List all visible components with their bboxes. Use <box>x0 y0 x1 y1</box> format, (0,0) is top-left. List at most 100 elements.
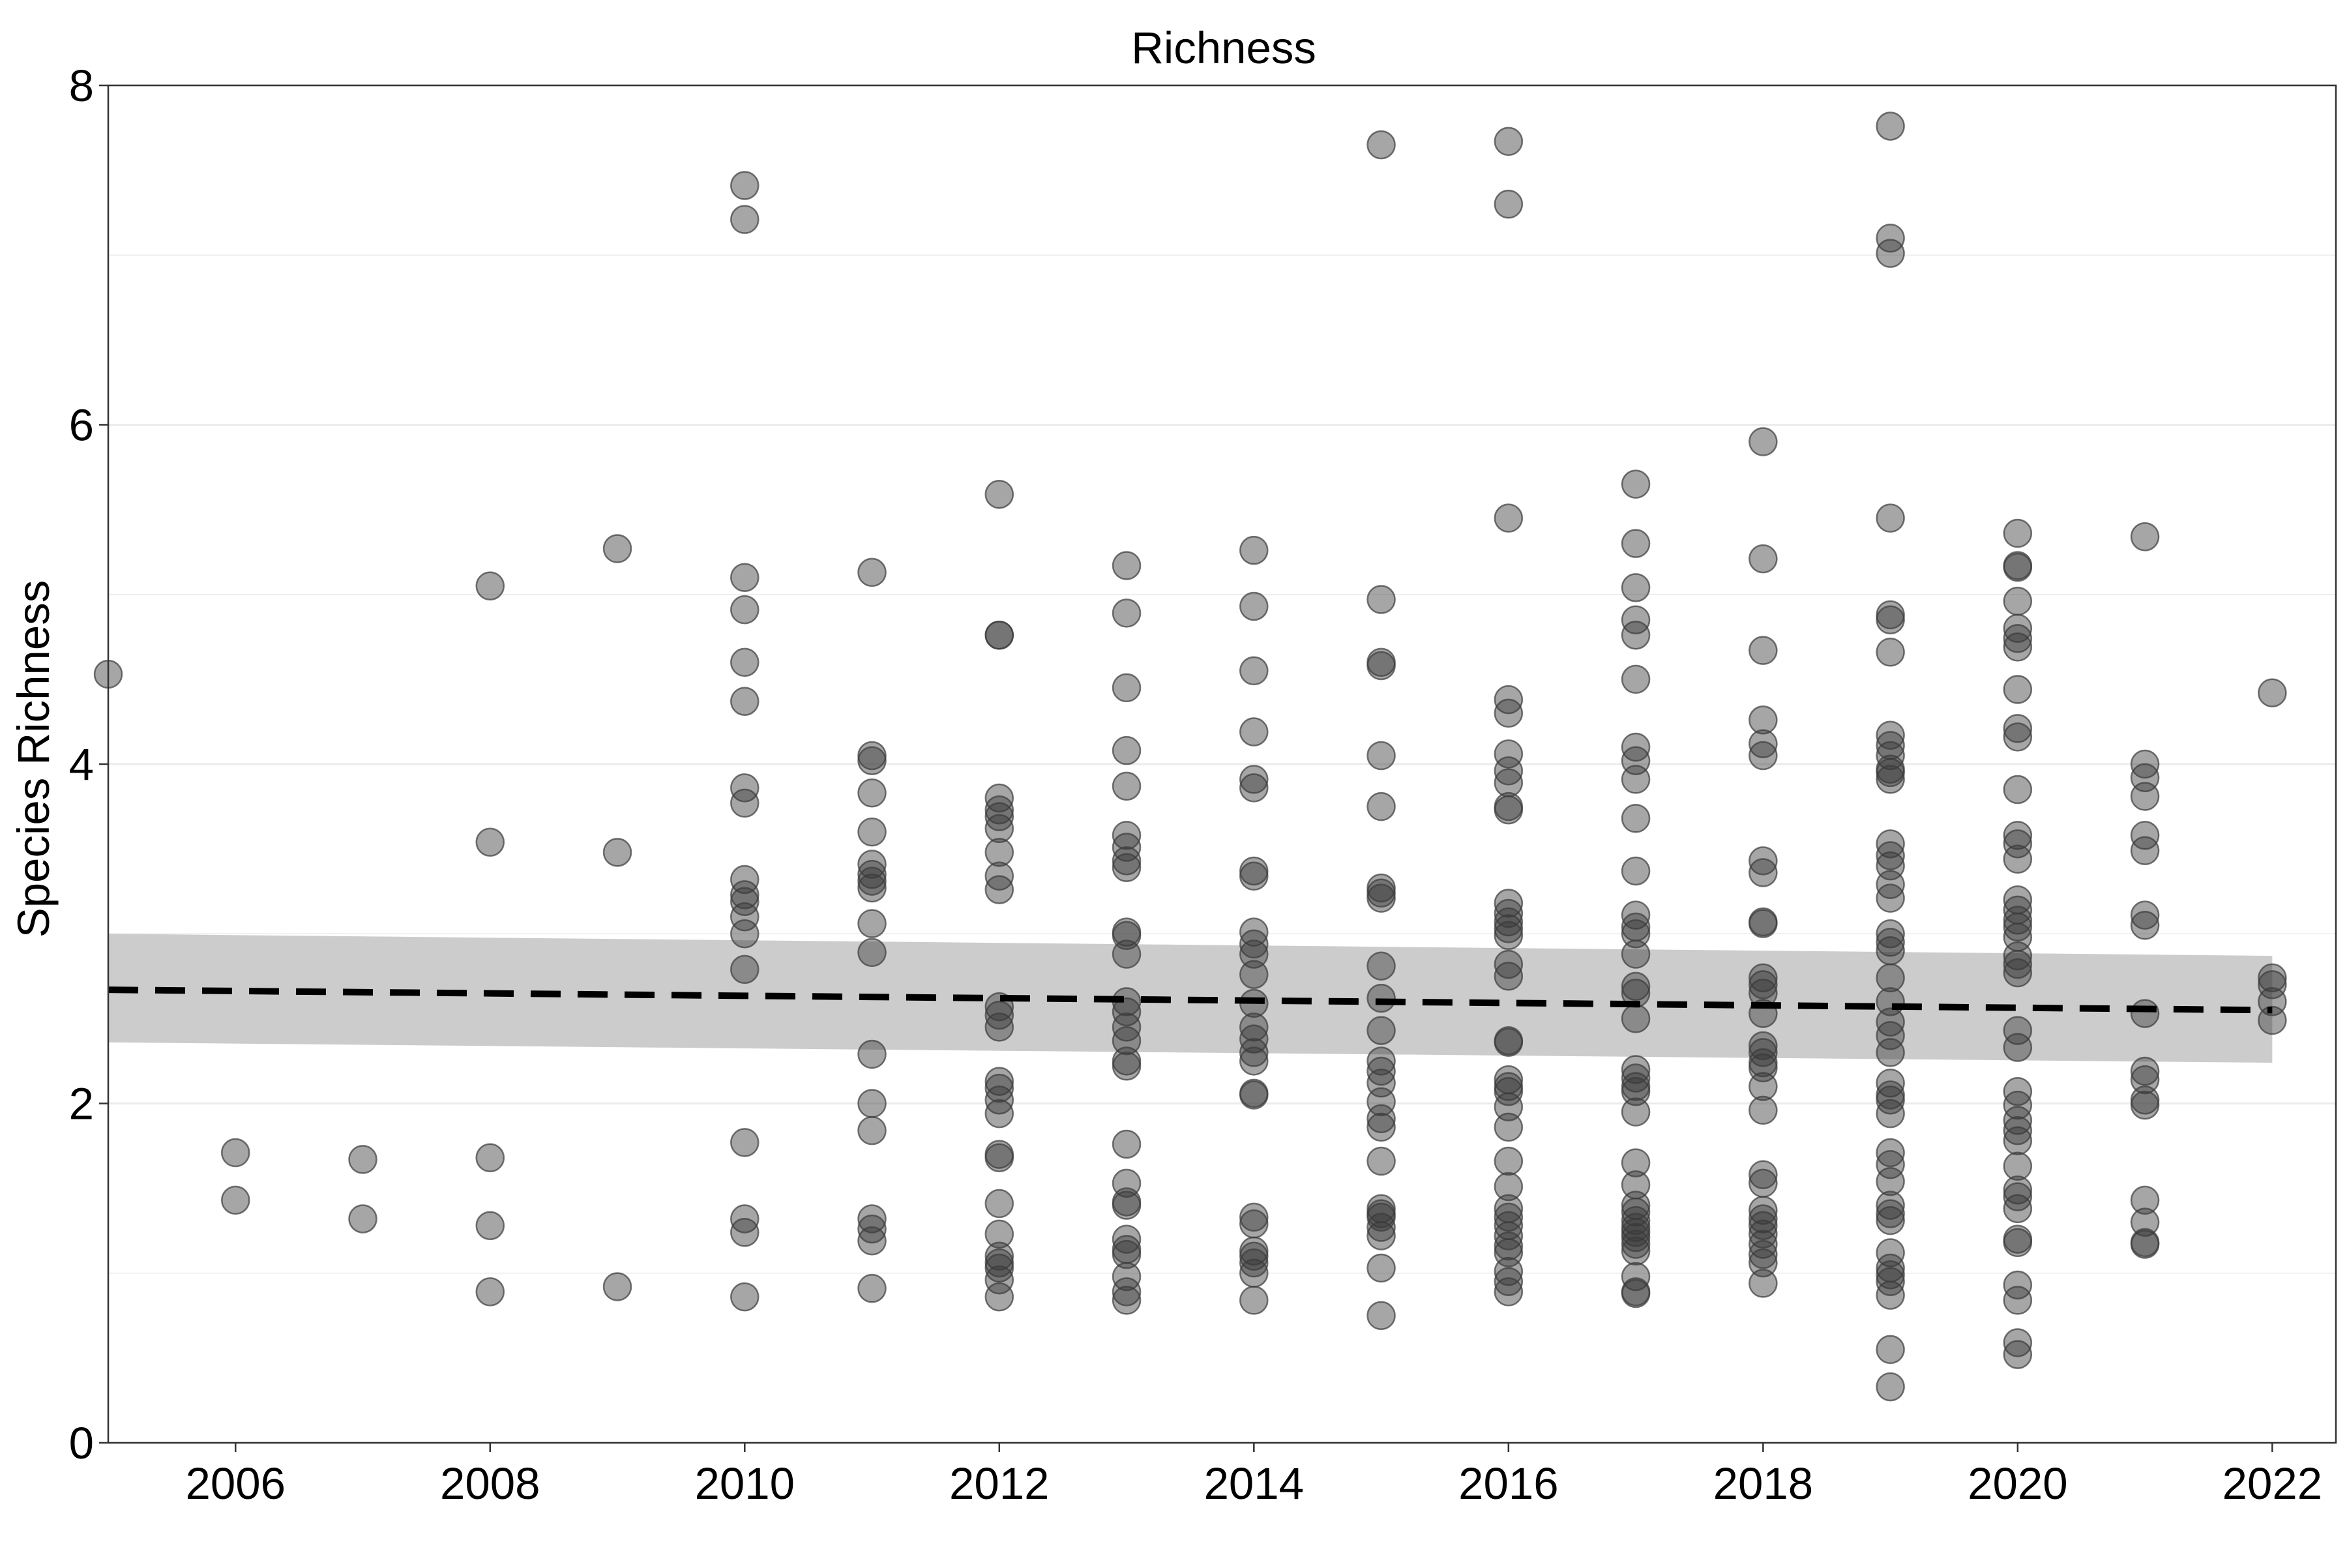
data-point <box>2003 1126 2033 1156</box>
data-point <box>475 1143 505 1173</box>
data-point <box>1749 636 1778 665</box>
data-point <box>2003 1194 2033 1224</box>
y-tick-label: 4 <box>69 739 94 790</box>
data-point <box>1494 795 1524 825</box>
data-point <box>1494 949 1524 979</box>
data-point <box>1621 1148 1651 1177</box>
data-point <box>1494 503 1524 533</box>
data-point <box>857 746 887 776</box>
data-point <box>602 838 632 867</box>
data-point <box>1876 1099 1905 1129</box>
data-point <box>1876 1191 1905 1220</box>
data-point <box>1749 741 1778 771</box>
data-point <box>1366 1213 1396 1242</box>
data-point <box>2003 906 2033 935</box>
data-point <box>1366 1087 1396 1117</box>
data-point <box>2130 1230 2160 1259</box>
data-point <box>1112 1239 1142 1269</box>
data-point <box>1876 758 1905 788</box>
data-point <box>730 595 760 625</box>
data-point <box>1494 1267 1524 1297</box>
data-point <box>1749 1204 1778 1234</box>
data-point <box>1749 1095 1778 1125</box>
data-point <box>1494 189 1524 219</box>
data-point <box>2003 958 2033 988</box>
data-point <box>1112 1191 1142 1220</box>
x-tick-label: 2020 <box>1968 1458 2068 1509</box>
data-point <box>2130 782 2160 811</box>
data-point <box>1112 853 1142 883</box>
data-point <box>1876 829 1905 859</box>
data-point <box>475 827 505 857</box>
data-point <box>2258 963 2287 993</box>
data-point <box>1621 1197 1651 1227</box>
data-point <box>1112 1026 1142 1056</box>
data-point <box>2130 522 2160 552</box>
data-point <box>1239 1241 1269 1271</box>
data-point <box>730 1128 760 1157</box>
data-point <box>2003 844 2033 874</box>
data-point <box>1366 1301 1396 1331</box>
trend-line <box>108 986 2273 1014</box>
data-point <box>1239 1038 1269 1067</box>
data-point <box>1112 1051 1142 1081</box>
data-point <box>857 1214 887 1244</box>
data-point <box>1749 1219 1778 1249</box>
data-point <box>1621 605 1651 635</box>
data-point <box>1876 1021 1905 1050</box>
data-point <box>984 479 1014 509</box>
data-point <box>602 1272 632 1301</box>
data-point <box>730 788 760 818</box>
data-point <box>1239 917 1269 947</box>
data-point <box>1876 963 1905 993</box>
data-point <box>2003 552 2033 582</box>
data-point <box>1112 599 1142 628</box>
data-point <box>1366 1221 1396 1250</box>
data-point <box>730 902 760 932</box>
y-tick-label: 8 <box>69 61 94 111</box>
data-point <box>1621 1236 1651 1266</box>
data-point <box>2003 1016 2033 1045</box>
data-point <box>1494 1172 1524 1202</box>
data-point <box>1876 1166 1905 1196</box>
data-point <box>2003 675 2033 704</box>
data-point <box>1876 928 1905 957</box>
data-point <box>348 1204 377 1234</box>
y-axis-label: Species Richness <box>8 580 59 938</box>
data-point <box>2003 624 2033 653</box>
data-point <box>2003 1328 2033 1357</box>
data-point <box>730 563 760 592</box>
data-point <box>1494 1221 1524 1250</box>
data-point <box>1621 939 1651 969</box>
data-point <box>984 1241 1014 1271</box>
data-point <box>1621 664 1651 694</box>
data-point <box>730 647 760 677</box>
data-point <box>1112 673 1142 703</box>
data-point <box>2003 1033 2033 1062</box>
data-point <box>475 1277 505 1307</box>
data-point <box>1749 858 1778 887</box>
data-point <box>984 1143 1014 1173</box>
data-point <box>1366 130 1396 160</box>
data-point <box>2130 836 2160 865</box>
data-point <box>1494 1112 1524 1142</box>
data-point <box>2130 900 2160 930</box>
data-point <box>1112 771 1142 801</box>
data-point <box>1494 1146 1524 1176</box>
data-point <box>1366 883 1396 913</box>
data-point <box>984 1189 1014 1219</box>
data-point <box>475 571 505 600</box>
data-point <box>1621 1206 1651 1235</box>
data-point <box>857 850 887 879</box>
data-point <box>1749 963 1778 993</box>
data-point <box>1876 720 1905 750</box>
data-point <box>1239 960 1269 989</box>
data-point <box>475 1211 505 1241</box>
data-point <box>1876 765 1905 794</box>
data-point <box>1876 1149 1905 1179</box>
data-point <box>730 919 760 949</box>
data-point <box>1366 983 1396 1013</box>
axes: 2006 2008 2010 2012 2014 2016 2018 2020 2022 0 2 4 6… <box>69 61 2322 1509</box>
data-point <box>1366 951 1396 981</box>
